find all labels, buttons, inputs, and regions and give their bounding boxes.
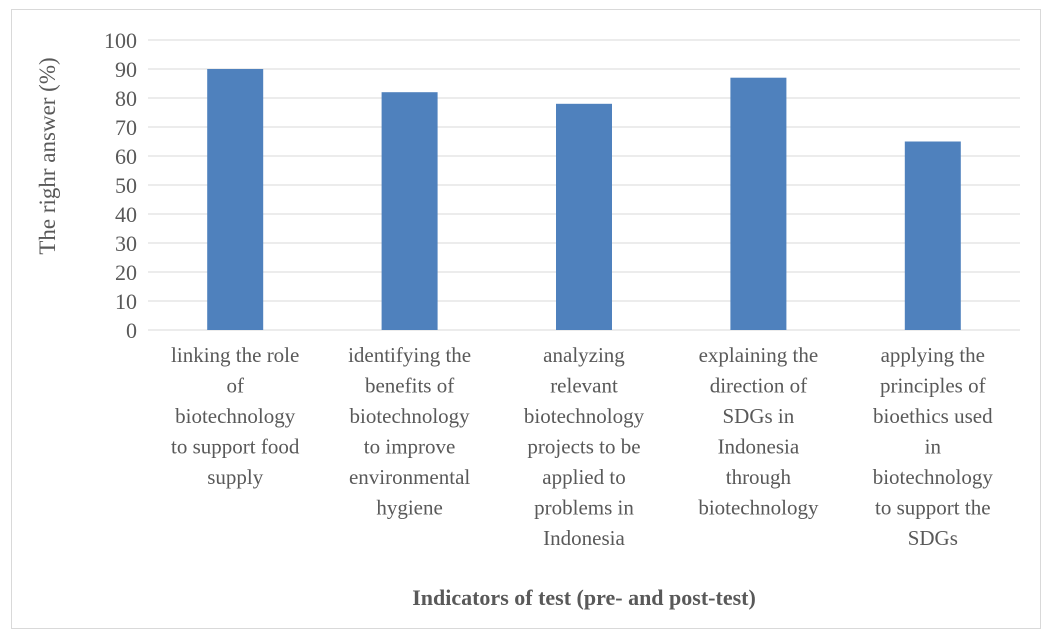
category-label-line: biotechnology xyxy=(175,404,296,428)
category-label-line: to support food xyxy=(171,435,300,459)
gridlines xyxy=(148,39,1020,331)
category-label-line: in xyxy=(925,435,942,459)
category-label-line: of xyxy=(226,374,244,398)
category-label-line: analyzing xyxy=(543,343,625,367)
chart-frame xyxy=(11,9,1041,629)
y-tick-label: 80 xyxy=(115,86,137,111)
y-tick-label: 90 xyxy=(115,57,137,82)
category-label-3: analyzing relevant biotechnology projects t… xyxy=(524,343,645,550)
bar-4 xyxy=(730,77,787,330)
category-label-line: SDGs xyxy=(908,526,958,550)
category-label-line: bioethics used xyxy=(873,404,993,428)
category-label-line: applied to xyxy=(542,465,625,489)
y-tick-label: 40 xyxy=(115,202,137,227)
category-label-line: linking the role xyxy=(171,343,299,367)
category-label-line: Indonesia xyxy=(718,435,800,459)
category-label-line: environmental xyxy=(349,465,470,489)
y-axis-ticks: 0 10 20 30 40 50 60 70 80 90 100 xyxy=(104,28,137,343)
y-tick-label: 60 xyxy=(115,144,137,169)
bar-2 xyxy=(381,92,438,330)
category-label-2: identifying the benefits of biotechnology t… xyxy=(348,343,471,520)
bars xyxy=(207,69,961,330)
category-label-line: SDGs in xyxy=(723,404,795,428)
category-label-line: biotechnology xyxy=(698,496,819,520)
category-label-line: benefits of xyxy=(365,374,454,398)
bar-1 xyxy=(207,69,264,330)
category-label-line: principles of xyxy=(880,374,986,398)
category-label-line: direction of xyxy=(710,374,807,398)
category-label-4: explaining the direction of SDGs in Indones… xyxy=(698,343,819,520)
y-tick-label: 50 xyxy=(115,173,137,198)
category-label-line: supply xyxy=(207,465,264,489)
category-label-line: projects to be xyxy=(527,435,640,459)
y-axis-label: The righr answer (%) xyxy=(35,57,60,254)
bar-5 xyxy=(904,141,961,330)
y-tick-label: 30 xyxy=(115,231,137,256)
x-axis-title: Indicators of test (pre- and post-test) xyxy=(412,585,756,610)
y-tick-label: 10 xyxy=(115,289,137,314)
category-label-line: biotechnology xyxy=(524,404,645,428)
x-axis-categories: linking the role of biotechnology to suppor… xyxy=(171,343,993,550)
category-label-5: applying the principles of bioethics used i… xyxy=(873,343,994,550)
category-label-line: problems in xyxy=(534,496,634,520)
y-tick-label: 70 xyxy=(115,115,137,140)
category-label-line: applying the xyxy=(881,343,985,367)
category-label-line: explaining the xyxy=(699,343,819,367)
category-label-line: biotechnology xyxy=(873,465,994,489)
category-label-line: biotechnology xyxy=(350,404,471,428)
category-label-line: to support the xyxy=(875,496,991,520)
category-label-line: through xyxy=(726,465,792,489)
category-label-line: Indonesia xyxy=(543,526,625,550)
bar-3 xyxy=(556,103,612,330)
category-label-1: linking the role of biotechnology to suppor… xyxy=(171,343,300,489)
y-tick-label: 100 xyxy=(104,28,137,53)
category-label-line: to improve xyxy=(364,435,456,459)
category-label-line: hygiene xyxy=(376,496,442,520)
category-label-line: identifying the xyxy=(348,343,471,367)
y-tick-label: 0 xyxy=(126,318,137,343)
y-tick-label: 20 xyxy=(115,260,137,285)
category-label-line: relevant xyxy=(550,374,618,398)
